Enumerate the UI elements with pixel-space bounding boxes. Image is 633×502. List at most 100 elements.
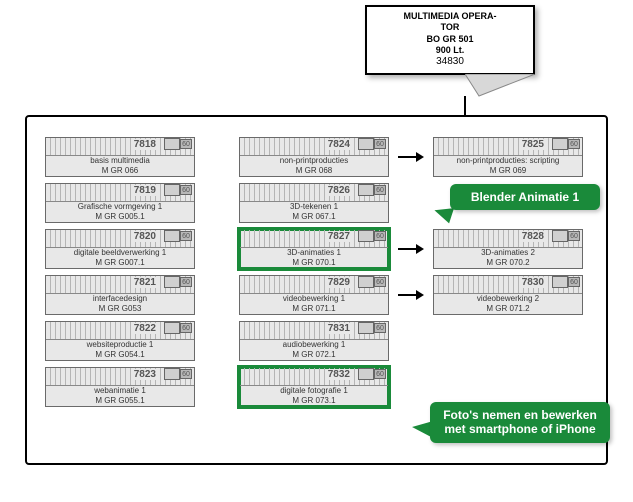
course-cell-highlighted: 7832 60 digitale fotografie 1 M GR 073.1 [239,367,389,407]
course-sub: M GR G007.1 [46,258,194,267]
course-cell: 7826 60 3D-tekenen 1 M GR 067.1 [239,183,389,223]
course-cell: 7819 60 Grafische vormgeving 1 M GR G005… [45,183,195,223]
badge-icon [164,184,180,196]
badge-icon [358,276,374,288]
course-cell: 7828 60 3D-animaties 2 M GR 070.2 [433,229,583,269]
course-sub: M GR G053 [46,304,194,313]
badge-num: 60 [374,277,386,287]
callout-text: met smartphone of iPhone [442,422,598,436]
grid-row: 7820 60 digitale beeldverwerking 1 M GR … [45,229,592,269]
course-code: 7822 [132,323,158,334]
badge-num: 60 [180,369,192,379]
course-code: 7823 [132,369,158,380]
course-sub: M GR 067.1 [240,212,388,221]
arrow-right-icon [397,137,425,177]
course-cell: 7823 60 webanimatie 1 M GR G055.1 [45,367,195,407]
course-title: interfacedesign [46,294,194,304]
badge-num: 60 [568,277,580,287]
badge-num: 60 [374,323,386,333]
course-sub: M GR G055.1 [46,396,194,405]
badge-icon [164,230,180,242]
badge-icon [164,276,180,288]
course-title: Grafische vormgeving 1 [46,202,194,212]
badge-num: 60 [374,185,386,195]
course-code: 7818 [132,139,158,150]
course-sub: M GR 072.1 [240,350,388,359]
badge-num: 60 [374,231,386,241]
course-title: 3D-tekenen 1 [240,202,388,212]
course-title: non-printproducties [240,156,388,166]
callout-text: Blender Animatie 1 [471,190,579,204]
arrow-right-icon [397,275,425,315]
badge-icon [552,276,568,288]
course-title: videobewerking 2 [434,294,582,304]
badge-num: 60 [568,139,580,149]
course-cell: 7825 60 non-printproducties: scripting M… [433,137,583,177]
header-l2: TOR [369,22,531,33]
course-cell: 7824 60 non-printproducties M GR 068 [239,137,389,177]
badge-icon [164,322,180,334]
course-title: videobewerking 1 [240,294,388,304]
course-sub: M GR 071.1 [240,304,388,313]
badge-icon [164,368,180,380]
course-sub: M GR 069 [434,166,582,175]
badge-icon [358,184,374,196]
callout-text: Foto's nemen en bewerken [442,408,598,422]
course-code: 7825 [520,139,546,150]
course-code: 7826 [326,185,352,196]
header-box: MULTIMEDIA OPERA- TOR BO GR 501 900 Lt. … [365,5,535,75]
course-title: digitale fotografie 1 [240,386,388,396]
course-title: webanimatie 1 [46,386,194,396]
badge-num: 60 [180,231,192,241]
badge-num: 60 [180,323,192,333]
course-code: 7821 [132,277,158,288]
course-cell-highlighted: 7827 60 3D-animaties 1 M GR 070.1 [239,229,389,269]
course-sub: M GR 070.1 [240,258,388,267]
header-connector [464,96,466,116]
course-sub: M GR 066 [46,166,194,175]
badge-icon [358,230,374,242]
course-title: websiteproductie 1 [46,340,194,350]
course-cell: 7820 60 digitale beeldverwerking 1 M GR … [45,229,195,269]
badge-num: 60 [180,139,192,149]
course-cell: 7822 60 websiteproductie 1 M GR G054.1 [45,321,195,361]
grid-row: 7823 60 webanimatie 1 M GR G055.1 7832 6… [45,367,592,407]
grid-row: 7821 60 interfacedesign M GR G053 7829 6… [45,275,592,315]
badge-num: 60 [180,185,192,195]
course-sub: M GR G005.1 [46,212,194,221]
course-sub: M GR 070.2 [434,258,582,267]
course-cell: 7830 60 videobewerking 2 M GR 071.2 [433,275,583,315]
course-title: audiobewerking 1 [240,340,388,350]
course-code: 7827 [326,231,352,242]
course-sub: M GR G054.1 [46,350,194,359]
badge-num: 60 [568,231,580,241]
badge-icon [552,138,568,150]
course-code: 7828 [520,231,546,242]
badge-icon [164,138,180,150]
course-cell: 7831 60 audiobewerking 1 M GR 072.1 [239,321,389,361]
badge-num: 60 [374,139,386,149]
course-sub: M GR 071.2 [434,304,582,313]
course-title: 3D-animaties 2 [434,248,582,258]
header-l4: 900 Lt. [369,45,531,56]
badge-num: 60 [180,277,192,287]
arrow-right-icon [397,229,425,269]
course-sub: M GR 068 [240,166,388,175]
course-code: 7831 [326,323,352,334]
course-code: 7832 [326,369,352,380]
course-cell: 7818 60 basis multimedia M GR 066 [45,137,195,177]
course-title: non-printproducties: scripting [434,156,582,166]
course-code: 7829 [326,277,352,288]
header-l3: BO GR 501 [369,34,531,45]
course-sub: M GR 073.1 [240,396,388,405]
badge-icon [358,322,374,334]
course-title: 3D-animaties 1 [240,248,388,258]
course-cell: 7829 60 videobewerking 1 M GR 071.1 [239,275,389,315]
badge-icon [552,230,568,242]
badge-num: 60 [374,369,386,379]
badge-icon [358,138,374,150]
course-code: 7819 [132,185,158,196]
grid-row: 7822 60 websiteproductie 1 M GR G054.1 7… [45,321,592,361]
course-title: basis multimedia [46,156,194,166]
callout-foto: Foto's nemen en bewerken met smartphone … [430,402,610,443]
